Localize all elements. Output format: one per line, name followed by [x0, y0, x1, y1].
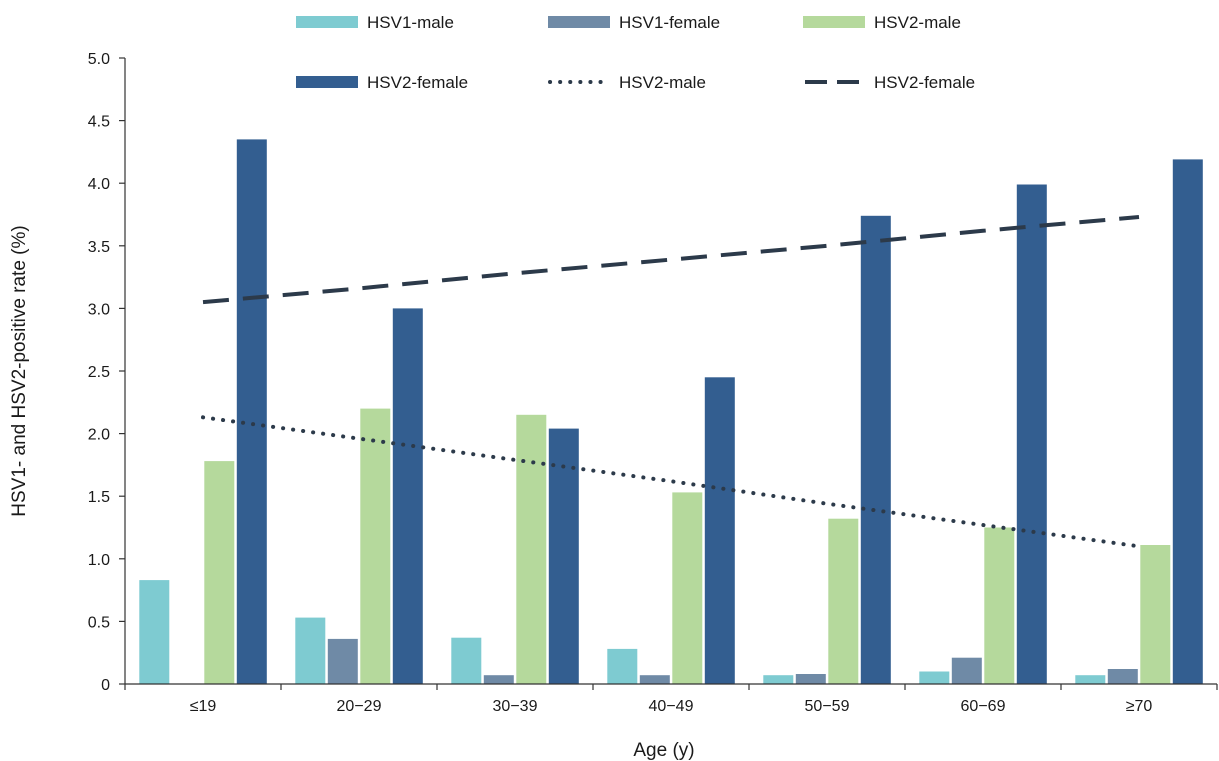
bar-hsv2-female-2: [548, 428, 579, 684]
x-axis-title: Age (y): [633, 740, 694, 761]
bar-hsv2-female-3: [704, 377, 735, 684]
legend-swatch: [548, 16, 610, 28]
x-tick-label: ≥70: [1126, 698, 1153, 715]
legend-item-hsv2-female: HSV2-female: [805, 73, 975, 92]
y-tick-label: 0: [101, 677, 110, 694]
y-tick-label: 1.5: [88, 489, 110, 506]
y-tick-label: 4.0: [88, 176, 110, 193]
x-tick-label: 20−29: [337, 698, 382, 715]
y-tick-label: 4.5: [88, 114, 110, 131]
bar-hsv2-female-5: [1016, 184, 1047, 684]
y-tick-label: 3.5: [88, 239, 110, 256]
legend: HSV1-male HSV1-female HSV2-male HSV2-female…: [296, 13, 975, 92]
x-tick-label: ≤19: [190, 698, 217, 715]
legend-swatch: [803, 16, 865, 28]
bar-hsv2-male-4: [828, 518, 859, 684]
bar-hsv1-male-0: [139, 580, 170, 684]
bar-hsv1-male-4: [763, 675, 794, 684]
bar-hsv1-female-5: [951, 657, 982, 684]
x-tick-label: 30−39: [493, 698, 538, 715]
bar-hsv1-female-2: [483, 675, 514, 684]
x-tick-label: 50−59: [805, 698, 850, 715]
dotted-trend-hsv2-male: [201, 415, 1141, 549]
bar-hsv2-male-5: [984, 527, 1015, 684]
trend-lines: [201, 215, 1141, 549]
bar-hsv2-female-4: [860, 215, 891, 685]
y-tick-label: 2.0: [88, 427, 110, 444]
legend-item-hsv2-male: HSV2-male: [548, 73, 706, 92]
legend-label: HSV2-female: [367, 73, 468, 92]
x-tick-label: 60−69: [961, 698, 1006, 715]
bar-hsv1-female-6: [1107, 669, 1138, 684]
bar-hsv2-female-1: [392, 308, 423, 684]
legend-item-hsv1-male: HSV1-male: [296, 13, 454, 32]
bars: [139, 139, 1203, 685]
bar-hsv2-male-3: [672, 492, 703, 684]
bar-hsv1-male-1: [295, 617, 326, 684]
legend-item-hsv2-male: HSV2-male: [803, 13, 961, 32]
bar-hsv1-female-4: [795, 674, 826, 684]
bar-hsv1-male-5: [919, 671, 950, 684]
y-tick-label: 0.5: [88, 614, 110, 631]
bar-hsv1-female-3: [639, 675, 670, 684]
bar-hsv1-male-3: [607, 648, 638, 684]
legend-item-hsv1-female: HSV1-female: [548, 13, 720, 32]
y-tick-label: 1.0: [88, 552, 110, 569]
legend-swatch: [296, 16, 358, 28]
y-tick-label: 5.0: [88, 51, 110, 68]
legend-item-hsv2-female: HSV2-female: [296, 73, 468, 92]
dashed-trend-hsv2-female: [202, 215, 1140, 305]
bar-hsv1-female-1: [327, 638, 358, 684]
x-tick-label: 40−49: [649, 698, 694, 715]
axes: 0 0.5 1.0 1.5 2.0 2.5 3.0 3.5 4.0 4.5 5.0 ≤19 20−29 3…: [88, 51, 1218, 715]
bar-hsv2-male-0: [204, 461, 235, 684]
bar-hsv1-male-6: [1075, 675, 1106, 684]
legend-label: HSV1-male: [367, 13, 454, 32]
legend-label: HSV2-male: [874, 13, 961, 32]
y-tick-label: 2.5: [88, 364, 110, 381]
legend-label: HSV2-female: [874, 73, 975, 92]
y-tick-label: 3.0: [88, 301, 110, 318]
bar-hsv1-male-2: [451, 637, 482, 684]
bar-hsv2-male-6: [1140, 545, 1171, 684]
bar-hsv2-male-1: [360, 408, 391, 684]
legend-swatch: [296, 76, 358, 88]
bar-hsv2-male-2: [516, 414, 547, 684]
legend-label: HSV1-female: [619, 13, 720, 32]
bar-hsv2-female-0: [236, 139, 267, 684]
bar-hsv2-female-6: [1172, 159, 1203, 684]
legend-label: HSV2-male: [619, 73, 706, 92]
y-axis-title: HSV1- and HSV2-positive rate (%): [9, 225, 30, 516]
